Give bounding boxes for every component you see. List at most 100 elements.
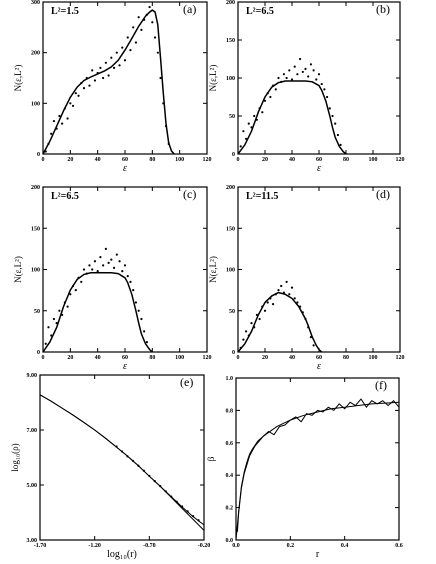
data-point [91,69,94,72]
x-tick-label: 0 [42,157,45,163]
y-tick-label: 0.8 [226,408,234,414]
data-point [71,284,75,288]
data-point [250,126,253,129]
data-point [290,78,294,81]
series-line [235,398,400,541]
data-point [118,64,121,67]
data-point [309,63,312,66]
x-tick-label: 40 [95,355,101,361]
data-point [118,260,121,263]
data-point [123,59,127,62]
data-point [323,88,326,91]
data-point [301,70,304,74]
data-point [274,88,277,91]
x-tick-label: 100 [369,355,378,361]
data-point [102,76,105,80]
data-point [290,286,294,289]
data-point [99,256,102,259]
data-point [112,266,116,269]
x-tick-label: 40 [289,157,295,163]
y-tick-label: 100 [31,101,40,107]
x-tick-label: 80 [149,355,155,361]
data-point [137,309,140,312]
data-point [299,305,302,308]
x-tick-label: 0.6 [395,543,403,549]
data-point [320,82,323,86]
data-point [63,107,66,110]
series-line [236,401,400,532]
x-tick-label: 0.0 [232,543,240,549]
panel-c: 0 20 40 60 80 100 120 0 50 100 150 200 ε N(ε,L²) (c) L²… [13,185,212,372]
data-point [288,69,291,72]
data-point [159,76,162,80]
data-point [74,92,77,95]
x-tick-label: 0.4 [341,543,349,549]
series-line [237,80,347,155]
data-point [247,334,250,337]
x-tick-label: 120 [396,355,405,361]
data-point [129,49,132,52]
y-tick-label: 100 [226,76,235,82]
data-point [104,61,107,64]
data-point [250,322,253,325]
data-point [334,122,337,125]
data-point [301,311,304,314]
data-point [110,258,113,261]
panel-annotation: L²=11.5 [246,191,278,202]
data-point [277,289,280,292]
x-tick-label: 0 [237,355,240,361]
data-point [309,336,312,339]
data-point [331,114,334,118]
y-axis-label: log₁₀(ρ) [10,443,20,471]
y-tick-label: 50 [34,309,40,315]
data-point [52,317,56,321]
x-tick-label: -0.20 [198,543,211,549]
x-axis-label: ε [123,361,127,372]
data-point [274,293,277,296]
x-tick-label: 20 [262,355,268,361]
data-point [47,326,50,329]
data-point [255,118,258,121]
data-point [134,301,138,304]
data-point [175,500,178,503]
data-point [137,464,140,467]
data-point [153,480,156,483]
data-point [134,41,138,44]
plot-frame [42,1,208,155]
panel-f: 0.0 0.2 0.4 0.6 0.0 0.2 0.4 0.6 0.8 1.0 r β (f) [206,376,403,560]
data-point [110,56,113,59]
data-point [245,137,248,140]
data-point [77,94,80,97]
x-tick-label: 20 [67,355,73,361]
data-point [131,459,135,462]
y-tick-label: 100 [31,268,40,274]
data-point [58,309,61,312]
data-point [112,66,116,69]
y-tick-label: 0 [37,152,40,158]
data-point [269,297,272,300]
data-point [69,102,72,105]
data-point [120,450,124,453]
data-point [245,330,248,333]
y-tick-label: 7.00 [27,428,38,434]
data-point [181,505,184,508]
data-point [142,469,145,472]
data-point [164,125,168,128]
plot-frame [235,377,400,541]
data-point [47,142,50,145]
data-point [85,76,88,80]
data-point [317,73,321,76]
y-tick-label: 0.0 [226,538,234,544]
x-tick-label: 40 [289,355,295,361]
data-point [153,36,157,39]
y-axis-label: N(ε,L²) [13,65,23,92]
data-point [123,264,127,267]
data-point [282,291,285,294]
data-point [239,346,242,349]
data-point [156,51,159,54]
panel-label: (a) [183,2,196,16]
data-point [126,455,129,458]
x-tick-label: 0 [42,355,45,361]
data-point [115,51,118,54]
data-point [307,326,310,329]
